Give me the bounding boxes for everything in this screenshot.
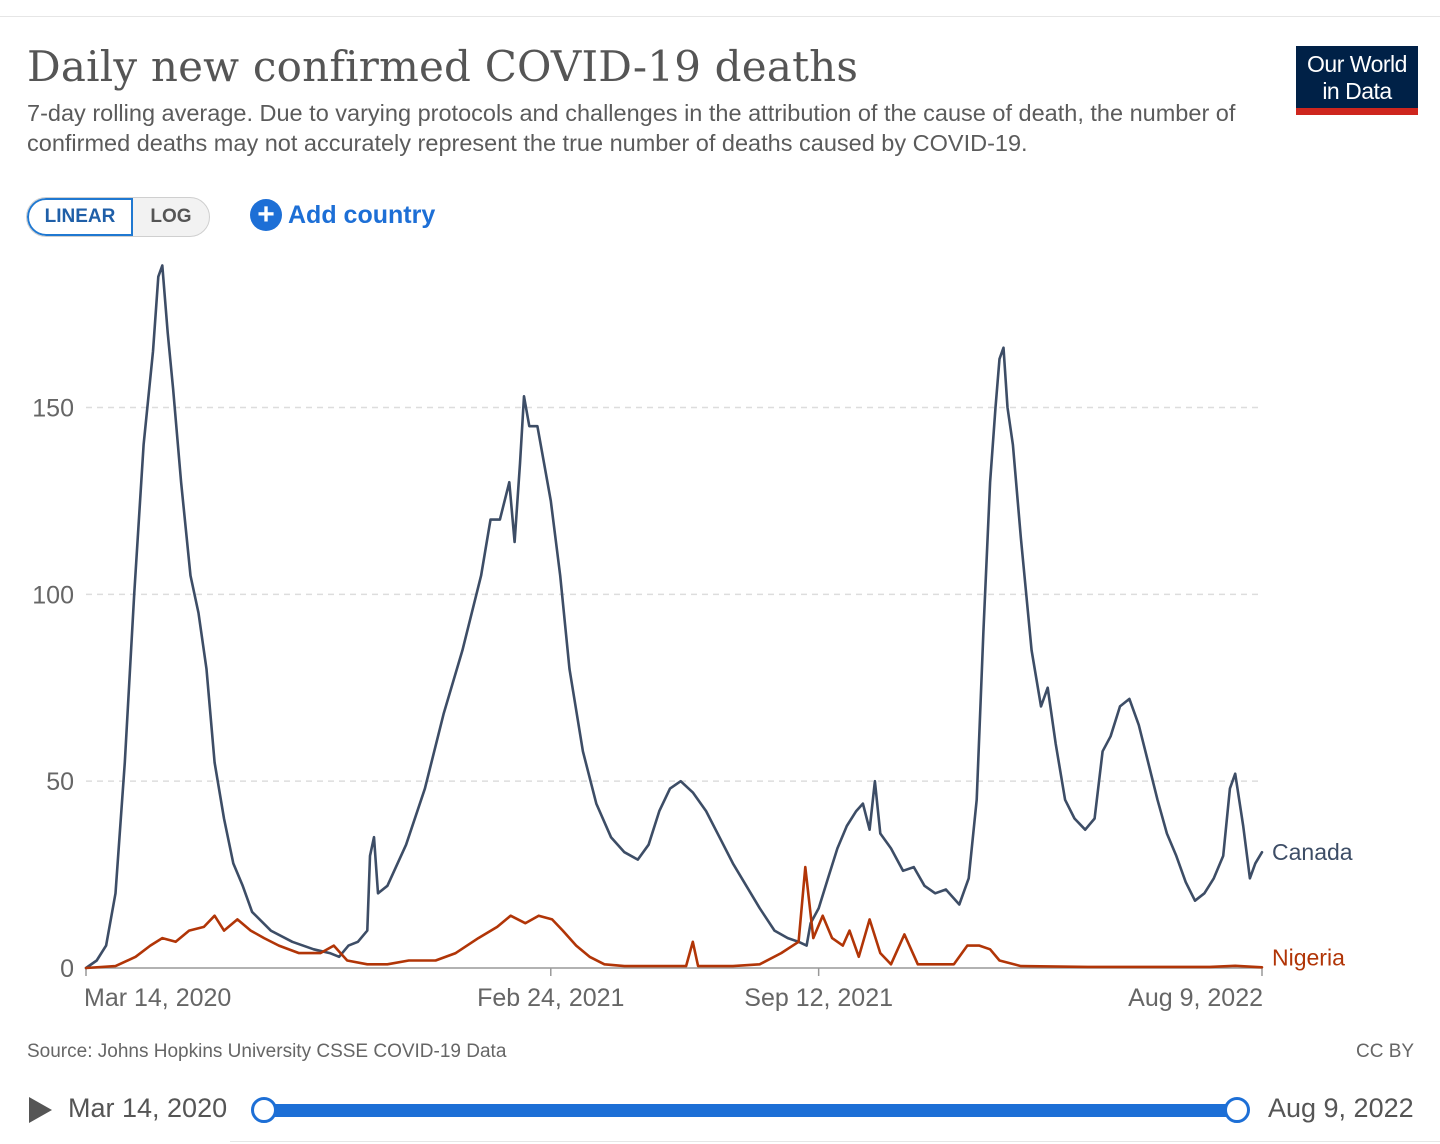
chart-title: Daily new confirmed COVID-19 deaths — [27, 42, 859, 91]
log-scale-button[interactable]: LOG — [150, 206, 192, 227]
y-tick-label-150: 150 — [32, 394, 74, 422]
logo-line-1: Our World — [1307, 51, 1407, 77]
nigeria-series-line[interactable] — [84, 865, 1264, 970]
top-divider — [0, 16, 1440, 17]
x-tick-label-0: Mar 14, 2020 — [84, 984, 231, 1012]
timeline-end-handle[interactable] — [1224, 1097, 1250, 1123]
owid-logo[interactable]: Our World in Data — [1296, 46, 1418, 115]
add-country-label: Add country — [288, 200, 436, 229]
y-tick-label-0: 0 — [60, 955, 74, 983]
timeline-end-label: Aug 9, 2022 — [1268, 1093, 1414, 1123]
scale-toggle: LINEAR LOG — [26, 197, 210, 237]
linear-scale-button[interactable]: LINEAR — [27, 198, 133, 236]
canada-series-label: Canada — [1272, 839, 1353, 865]
timeline-start-label: Mar 14, 2020 — [68, 1093, 228, 1123]
y-tick-label-50: 50 — [46, 768, 74, 796]
source-note[interactable]: Source: Johns Hopkins University CSSE CO… — [27, 1041, 507, 1062]
x-tick-label-2: Sep 12, 2021 — [744, 984, 893, 1012]
timeline-start-handle[interactable] — [251, 1097, 277, 1123]
add-country-button[interactable]: + Add country — [250, 198, 435, 232]
nigeria-series-label: Nigeria — [1272, 944, 1345, 970]
x-tick-label-1: Feb 24, 2021 — [477, 984, 624, 1012]
license-link[interactable]: CC BY — [1356, 1041, 1415, 1062]
line-chart: 0 50 100 150 Mar 14, 2020 Feb 24, 2021 Sep 12,… — [32, 264, 1353, 1012]
logo-accent-bar — [1296, 108, 1418, 115]
canada-series-line[interactable] — [84, 264, 1264, 970]
plus-circle-icon: + — [250, 199, 282, 231]
bottom-divider — [230, 1141, 1440, 1142]
timeline-range-track[interactable] — [264, 1104, 1239, 1117]
chart-subtitle: 7-day rolling average. Due to varying pr… — [27, 100, 1236, 156]
play-icon[interactable] — [29, 1097, 52, 1123]
y-tick-label-100: 100 — [32, 581, 74, 609]
x-tick-label-3: Aug 9, 2022 — [1128, 984, 1263, 1012]
logo-line-2: in Data — [1322, 78, 1392, 104]
